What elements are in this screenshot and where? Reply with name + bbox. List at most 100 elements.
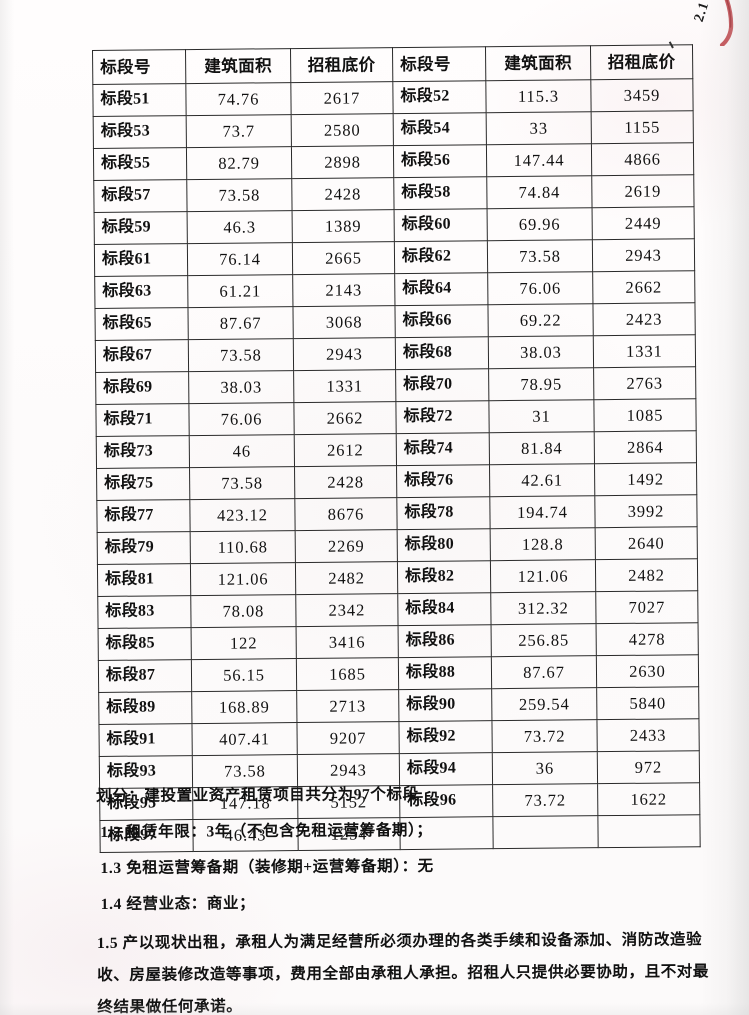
cell-area-left: 110.68 bbox=[190, 530, 296, 564]
cell-price-right: 1331 bbox=[593, 334, 696, 368]
cell-price-right: 4866 bbox=[591, 142, 694, 176]
cell-price-left: 2269 bbox=[295, 529, 398, 563]
cell-area-right: 147.44 bbox=[486, 143, 592, 177]
cell-lot-id-right: 标段88 bbox=[398, 656, 492, 690]
cell-lot-id-left: 标段83 bbox=[97, 595, 192, 629]
cell-lot-id-right: 标段56 bbox=[393, 144, 487, 178]
cell-price-left: 2612 bbox=[294, 433, 397, 467]
cell-price-right: 3459 bbox=[590, 78, 694, 112]
cell-price-left: 2580 bbox=[291, 113, 394, 147]
header-area-left: 建筑面积 bbox=[185, 48, 291, 84]
cell-price-right: 1492 bbox=[594, 462, 697, 496]
cell-price-left: 2713 bbox=[296, 689, 399, 723]
paragraph-division: 划分：建投置业资产租赁项目共分为97个标段 bbox=[96, 786, 419, 805]
cell-price-right: 2449 bbox=[592, 206, 695, 240]
cell-lot-id-right: 标段62 bbox=[394, 240, 488, 274]
cell-price-left: 2482 bbox=[295, 561, 398, 595]
cell-price-right: 3992 bbox=[594, 494, 698, 528]
cell-area-right: 73.72 bbox=[491, 719, 598, 753]
cell-lot-id-left: 标段75 bbox=[96, 467, 190, 501]
cell-lot-id-right: 标段52 bbox=[392, 80, 487, 114]
cell-lot-id-left: 标段91 bbox=[98, 723, 193, 757]
cell-lot-id-right: 标段54 bbox=[393, 112, 487, 146]
cell-area-left: 38.03 bbox=[188, 370, 294, 404]
cell-area-left: 87.67 bbox=[187, 306, 294, 340]
cell-lot-id-right: 标段90 bbox=[398, 688, 492, 722]
cell-area-right: 128.8 bbox=[490, 527, 596, 561]
cell-lot-id-left: 标段89 bbox=[98, 691, 192, 725]
cell-area-left: 122 bbox=[191, 626, 297, 660]
cell-lot-id-right: 标段92 bbox=[398, 720, 493, 754]
cell-area-left: 56.15 bbox=[191, 658, 297, 692]
cell-lot-id-left: 标段69 bbox=[95, 371, 189, 405]
bid-lots-table-container: 标段号 建筑面积 招租底价 标段号 建筑面积 招租底价 标段51 74.76 261… bbox=[92, 44, 701, 853]
cell-area-left: 61.21 bbox=[187, 274, 293, 308]
cell-lot-id-right: 标段70 bbox=[395, 368, 489, 402]
cell-price-right: 2619 bbox=[591, 174, 695, 208]
cell-lot-id-right: 标段60 bbox=[394, 208, 488, 242]
cell-area-right: 87.67 bbox=[491, 655, 597, 689]
cell-area-right: 69.22 bbox=[487, 303, 594, 337]
cell-area-right: 76.06 bbox=[487, 271, 593, 305]
cell-price-left: 2428 bbox=[291, 177, 395, 211]
cell-price-right: 2640 bbox=[595, 526, 698, 560]
cell-area-right: 121.06 bbox=[490, 559, 596, 593]
cell-lot-id-right: 标段76 bbox=[396, 464, 490, 498]
cell-lot-id-right: 标段64 bbox=[394, 272, 488, 306]
cell-area-left: 423.12 bbox=[189, 498, 296, 532]
cell-lot-id-right: 标段82 bbox=[397, 560, 491, 594]
cell-area-right: 36 bbox=[492, 751, 598, 785]
header-price-right: 招租底价 bbox=[590, 44, 693, 80]
cell-price-right: 1155 bbox=[591, 110, 694, 144]
cell-area-right: 115.3 bbox=[485, 79, 592, 113]
cell-price-left: 1685 bbox=[296, 657, 399, 691]
cell-lot-id-right: 标段72 bbox=[395, 400, 490, 434]
cell-price-left: 8676 bbox=[294, 497, 398, 531]
paragraph-lease-term: 1.2 租赁年限：3年（不包含免租运营筹备期）； bbox=[100, 821, 433, 841]
cell-lot-id-left: 标段77 bbox=[96, 499, 191, 533]
cell-price-right: 2943 bbox=[592, 238, 695, 272]
header-lot-id-right: 标段号 bbox=[392, 46, 486, 82]
cell-area-left: 168.89 bbox=[191, 690, 297, 724]
cell-area-left: 76.14 bbox=[187, 242, 293, 276]
cell-lot-id-right: 标段86 bbox=[398, 624, 492, 658]
cell-area-right: 78.95 bbox=[488, 367, 594, 401]
cell-area-left: 407.41 bbox=[191, 722, 298, 756]
bid-lots-table: 标段号 建筑面积 招租底价 标段号 建筑面积 招租底价 标段51 74.76 261… bbox=[92, 44, 701, 853]
cell-area-right: 312.32 bbox=[490, 591, 597, 625]
paragraph-rent-free: 1.3 免租运营筹备期（装修期+运营筹备期）：无 bbox=[100, 857, 434, 877]
cell-area-left: 76.06 bbox=[188, 402, 295, 436]
document-body-text: 划分：建投置业资产租赁项目共分为97个标段 1.2 租赁年限：3年（不包含免租运… bbox=[96, 780, 718, 1015]
cell-price-left: 1331 bbox=[293, 369, 396, 403]
cell-area-right: 69.96 bbox=[487, 207, 593, 241]
cell-price-right: 2864 bbox=[594, 430, 697, 464]
cell-area-right: 73.58 bbox=[487, 239, 593, 273]
cell-price-left: 9207 bbox=[296, 721, 400, 755]
cell-area-left: 73.58 bbox=[189, 466, 295, 500]
cell-lot-id-right: 标段74 bbox=[396, 432, 490, 466]
cell-lot-id-right: 标段58 bbox=[393, 176, 488, 210]
cell-lot-id-right: 标段94 bbox=[399, 752, 493, 786]
table-header: 标段号 建筑面积 招租底价 标段号 建筑面积 招租底价 bbox=[92, 44, 693, 85]
cell-area-left: 74.76 bbox=[185, 82, 292, 116]
cell-lot-id-left: 标段53 bbox=[93, 115, 187, 149]
cell-area-left: 73.7 bbox=[186, 114, 292, 148]
cell-area-left: 121.06 bbox=[190, 562, 296, 596]
cell-price-left: 2662 bbox=[293, 401, 397, 435]
cell-lot-id-left: 标段61 bbox=[94, 243, 188, 277]
cell-price-right: 972 bbox=[597, 750, 700, 784]
cell-price-right: 2763 bbox=[593, 366, 696, 400]
header-price-left: 招租底价 bbox=[290, 47, 393, 83]
cell-lot-id-left: 标段79 bbox=[97, 531, 191, 565]
cell-price-left: 2943 bbox=[293, 337, 396, 371]
red-stamp-mark bbox=[719, 0, 734, 46]
cell-price-left: 2143 bbox=[292, 273, 395, 307]
cell-price-right: 2662 bbox=[592, 270, 695, 304]
cell-lot-id-left: 标段81 bbox=[97, 563, 191, 597]
cell-lot-id-right: 标段66 bbox=[394, 304, 489, 338]
cell-price-left: 1389 bbox=[292, 209, 395, 243]
cell-lot-id-left: 标段59 bbox=[94, 211, 188, 245]
cell-area-right: 31 bbox=[488, 399, 595, 433]
cell-price-left: 2617 bbox=[290, 81, 394, 115]
